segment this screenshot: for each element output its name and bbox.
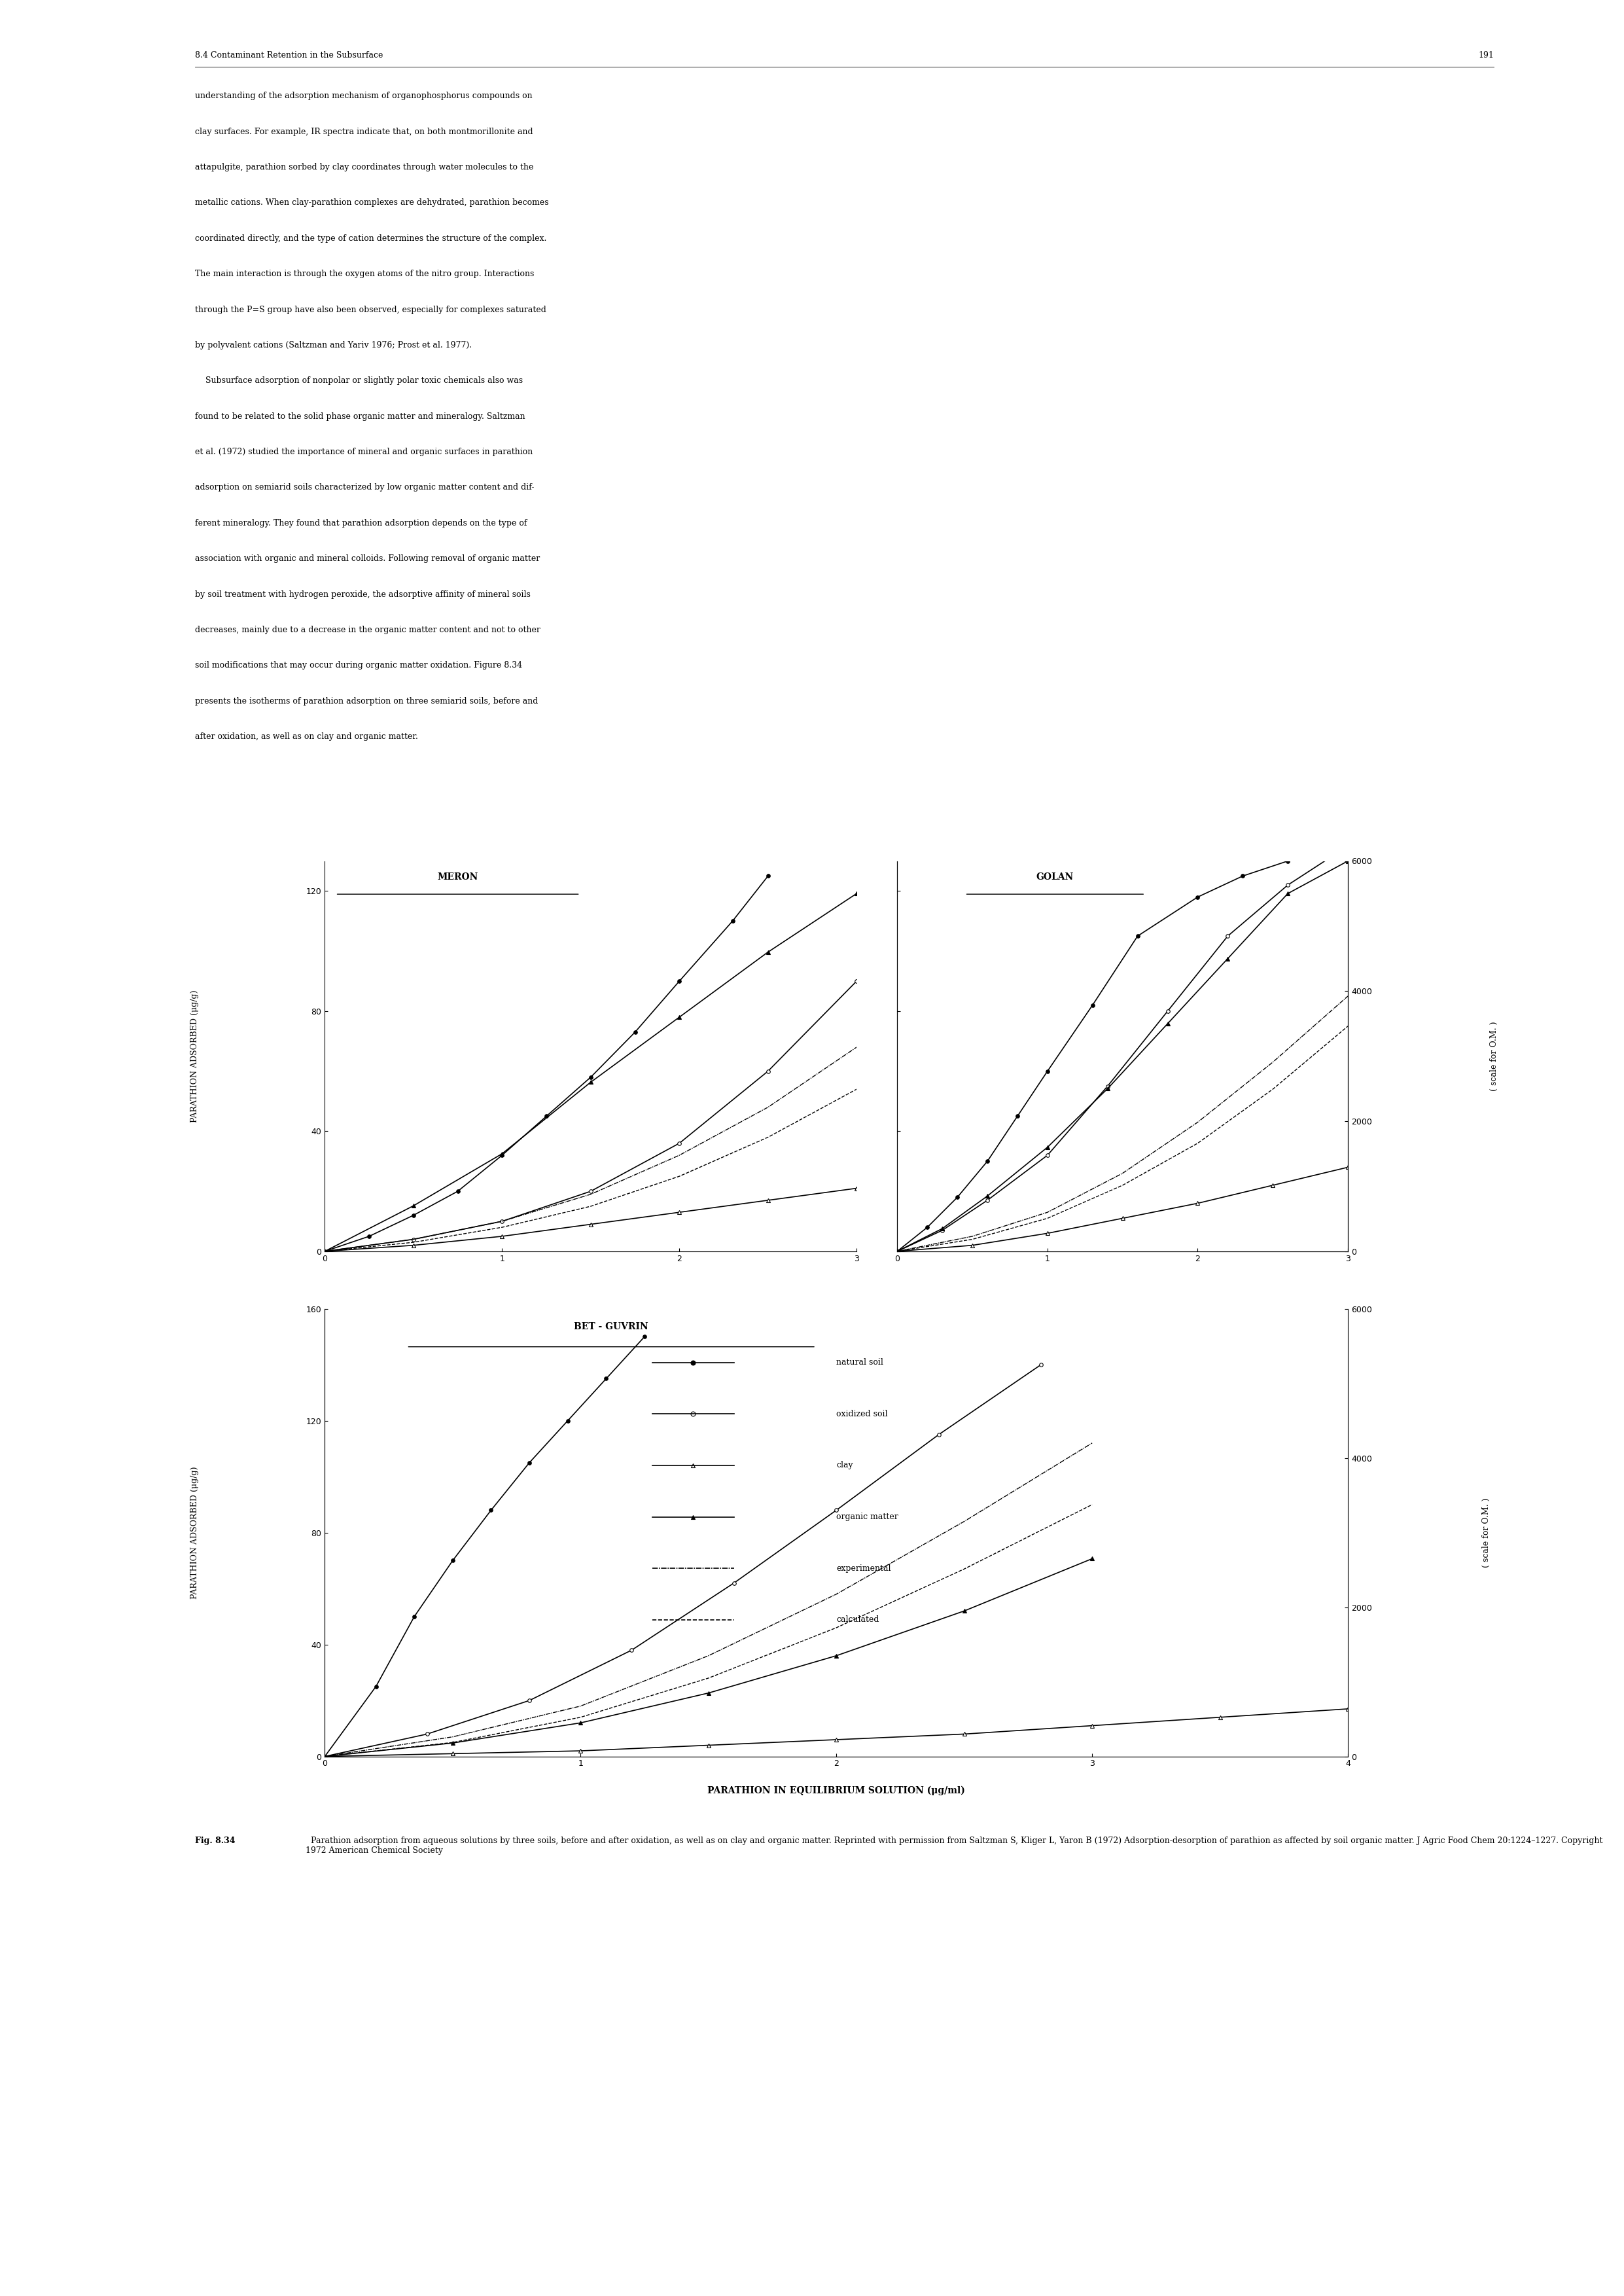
Text: by polyvalent cations (Saltzman and Yariv 1976; Prost et al. 1977).: by polyvalent cations (Saltzman and Yari… bbox=[195, 340, 471, 349]
Text: 191: 191 bbox=[1478, 51, 1494, 60]
Text: Parathion adsorption from aqueous solutions by three soils, before and after oxi: Parathion adsorption from aqueous soluti… bbox=[305, 1837, 1603, 1855]
Text: metallic cations. When clay-parathion complexes are dehydrated, parathion become: metallic cations. When clay-parathion co… bbox=[195, 200, 549, 207]
Text: ( scale for O.M. ): ( scale for O.M. ) bbox=[1489, 1022, 1499, 1091]
Text: PARATHION IN EQUILIBRIUM SOLUTION (μg/ml): PARATHION IN EQUILIBRIUM SOLUTION (μg/ml… bbox=[708, 1786, 965, 1795]
Text: et al. (1972) studied the importance of mineral and organic surfaces in parathio: et al. (1972) studied the importance of … bbox=[195, 448, 533, 457]
Text: ferent mineralogy. They found that parathion adsorption depends on the type of: ferent mineralogy. They found that parat… bbox=[195, 519, 526, 528]
Text: calculated: calculated bbox=[836, 1616, 879, 1623]
Text: association with organic and mineral colloids. Following removal of organic matt: association with organic and mineral col… bbox=[195, 556, 539, 563]
Text: adsorption on semiarid soils characterized by low organic matter content and dif: adsorption on semiarid soils characteriz… bbox=[195, 484, 534, 491]
Text: Fig. 8.34: Fig. 8.34 bbox=[195, 1837, 235, 1846]
Text: experimental: experimental bbox=[836, 1564, 892, 1573]
Text: oxidized soil: oxidized soil bbox=[836, 1410, 888, 1419]
Text: found to be related to the solid phase organic matter and mineralogy. Saltzman: found to be related to the solid phase o… bbox=[195, 413, 525, 420]
Text: Subsurface adsorption of nonpolar or slightly polar toxic chemicals also was: Subsurface adsorption of nonpolar or sli… bbox=[195, 377, 523, 386]
Text: PARATHION ADSORBED (μg/g): PARATHION ADSORBED (μg/g) bbox=[190, 990, 200, 1123]
Text: clay: clay bbox=[836, 1460, 853, 1469]
Text: presents the isotherms of parathion adsorption on three semiarid soils, before a: presents the isotherms of parathion adso… bbox=[195, 698, 538, 705]
Text: The main interaction is through the oxygen atoms of the nitro group. Interaction: The main interaction is through the oxyg… bbox=[195, 269, 534, 278]
Text: 8.4 Contaminant Retention in the Subsurface: 8.4 Contaminant Retention in the Subsurf… bbox=[195, 51, 383, 60]
Text: GOLAN: GOLAN bbox=[1036, 872, 1073, 882]
Text: coordinated directly, and the type of cation determines the structure of the com: coordinated directly, and the type of ca… bbox=[195, 234, 547, 243]
Text: understanding of the adsorption mechanism of organophosphorus compounds on: understanding of the adsorption mechanis… bbox=[195, 92, 533, 101]
Text: organic matter: organic matter bbox=[836, 1513, 898, 1522]
Text: through the P=S group have also been observed, especially for complexes saturate: through the P=S group have also been obs… bbox=[195, 305, 546, 315]
Text: decreases, mainly due to a decrease in the organic matter content and not to oth: decreases, mainly due to a decrease in t… bbox=[195, 625, 541, 634]
Text: natural soil: natural soil bbox=[836, 1359, 883, 1366]
Text: attapulgite, parathion sorbed by clay coordinates through water molecules to the: attapulgite, parathion sorbed by clay co… bbox=[195, 163, 533, 172]
Text: PARATHION ADSORBED (μg/g): PARATHION ADSORBED (μg/g) bbox=[190, 1467, 200, 1598]
Text: by soil treatment with hydrogen peroxide, the adsorptive affinity of mineral soi: by soil treatment with hydrogen peroxide… bbox=[195, 590, 531, 599]
Text: clay surfaces. For example, IR spectra indicate that, on both montmorillonite an: clay surfaces. For example, IR spectra i… bbox=[195, 126, 533, 135]
Text: after oxidation, as well as on clay and organic matter.: after oxidation, as well as on clay and … bbox=[195, 732, 417, 742]
Text: soil modifications that may occur during organic matter oxidation. Figure 8.34: soil modifications that may occur during… bbox=[195, 661, 523, 670]
Text: ( scale for O.M. ): ( scale for O.M. ) bbox=[1481, 1497, 1491, 1568]
Text: BET - GUVRIN: BET - GUVRIN bbox=[573, 1322, 648, 1332]
Text: MERON: MERON bbox=[437, 872, 477, 882]
